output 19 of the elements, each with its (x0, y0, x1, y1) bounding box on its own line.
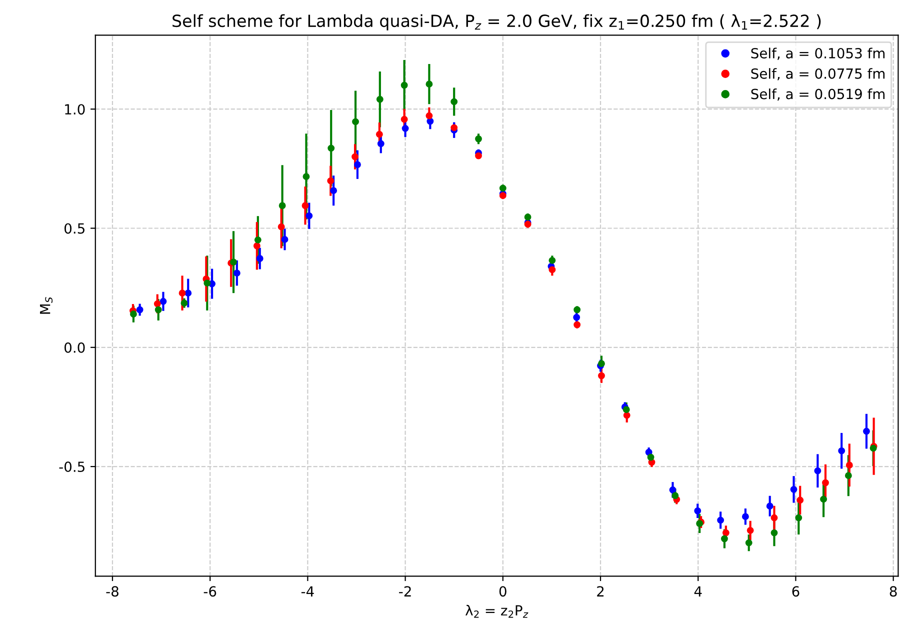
legend-label: Self, a = 0.0519 fm (751, 88, 885, 101)
chart-title: Self scheme for Lambda quasi-DA, P$_{z}$ = 2.0 GeV, fix z$_{1}$=0.250 fm ( λ$_{1}$=2.522 ) (172, 14, 821, 30)
y-tick-label: 1.0 (65, 104, 85, 115)
x-tick-label: 2 (597, 586, 604, 596)
x-tick-label: 0 (499, 586, 506, 597)
x-tick-label: -6 (204, 586, 216, 597)
x-tick-label: 8 (890, 586, 897, 597)
x-tick-label: -4 (301, 586, 314, 596)
legend-label: Self, a = 0.1053 fm (751, 48, 885, 60)
x-tick-label: -2 (399, 586, 411, 596)
y-axis-title: M$_{S}$ (40, 297, 53, 314)
x-axis-title: λ$_{2}$ = z$_{2}$P$_{z}$ (465, 604, 528, 618)
legend-label: Self, a = 0.0775 fm (751, 68, 885, 80)
x-tick-label: 6 (792, 586, 800, 597)
y-tick-label: 0.0 (64, 342, 85, 353)
x-tick-label: 4 (694, 586, 702, 596)
x-tick-label: -8 (106, 586, 118, 597)
y-tick-label: 0.5 (64, 223, 84, 234)
y-tick-label: -0.5 (59, 462, 84, 472)
